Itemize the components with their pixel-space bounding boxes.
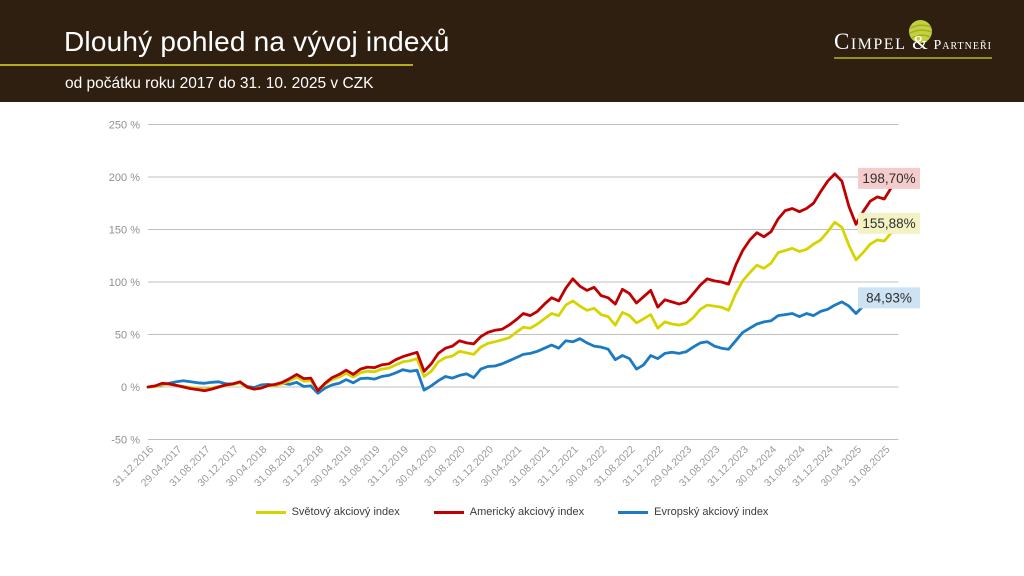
y-axis-label: 100 % xyxy=(109,277,140,289)
legend-item-europe: Evropský akciový index xyxy=(618,506,768,518)
end-label-europe: 84,93% xyxy=(866,290,912,305)
end-label-us: 198,70% xyxy=(862,171,915,186)
y-axis-label: 50 % xyxy=(115,330,140,342)
header: Dlouhý pohled na vývoj indexů od počátku… xyxy=(0,0,1024,102)
y-axis-label: -50 % xyxy=(111,435,140,447)
y-axis-label: 150 % xyxy=(109,225,140,237)
y-axis-label: 200 % xyxy=(109,172,140,184)
end-label-world: 155,88% xyxy=(862,216,915,231)
legend-label-europe: Evropský akciový index xyxy=(654,506,769,518)
legend-item-us: Americký akciový index xyxy=(433,506,585,518)
legend-label-world: Světový akciový index xyxy=(291,506,400,518)
series-line-us xyxy=(146,172,900,393)
logo-brand-text: Cimpel xyxy=(834,29,907,54)
y-axis-label: 250 % xyxy=(109,120,140,132)
legend-swatch-world xyxy=(255,510,286,514)
y-axis-label: 0 % xyxy=(121,382,140,394)
page-title: Dlouhý pohled na vývoj indexů xyxy=(64,26,450,57)
legend-label-us: Americký akciový index xyxy=(469,506,585,518)
logo-underline xyxy=(834,57,992,59)
globe-ball-icon xyxy=(909,20,933,43)
logo-text-row: Cimpel & Partneři xyxy=(834,20,992,54)
end-label-chip-europe xyxy=(858,287,920,309)
logo-partner-text: Partneři xyxy=(933,38,992,53)
index-line-chart: 250 %200 %150 %100 %50 %0 %-50 %31.12.20… xyxy=(109,120,920,489)
legend-swatch-us xyxy=(433,510,464,514)
chart-legend: Světový akciový index Americký akciový in… xyxy=(0,506,1024,518)
logo-globe-icon: & xyxy=(907,20,933,54)
logo-ampersand: & xyxy=(912,32,928,54)
legend-item-world: Světový akciový index xyxy=(255,506,400,518)
title-underline xyxy=(0,64,413,66)
logo: Cimpel & Partneři xyxy=(834,20,992,59)
end-label-chip-world xyxy=(858,212,920,234)
end-label-chip-us xyxy=(858,167,920,189)
page-subtitle: od počátku roku 2017 do 31. 10. 2025 v C… xyxy=(65,75,374,92)
legend-swatch-europe xyxy=(618,510,649,514)
series-line-world xyxy=(146,220,900,393)
